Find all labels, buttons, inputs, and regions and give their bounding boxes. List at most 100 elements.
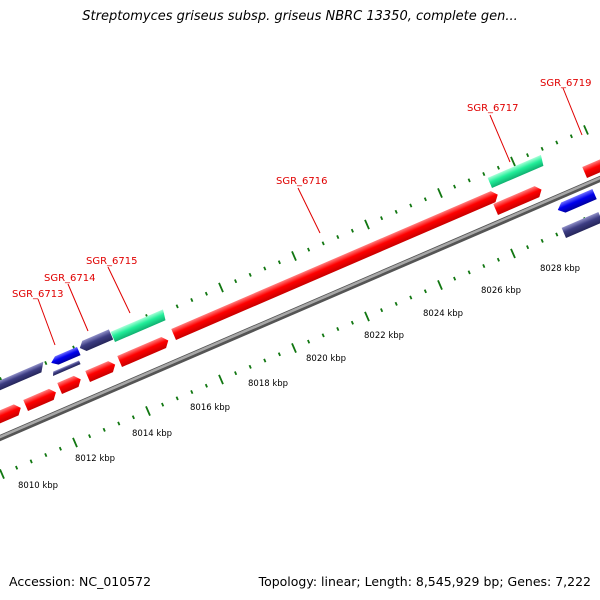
ruler-tick <box>218 282 224 293</box>
ruler-tick <box>58 446 62 451</box>
gene-labels: SGR_6713 SGR_6714 SGR_6715 SGR_6716 SGR_… <box>12 78 592 346</box>
ruler-tick <box>496 165 500 170</box>
gene-forward[interactable] <box>582 151 600 178</box>
ruler-tick <box>204 383 208 388</box>
ruler-tick <box>291 251 297 261</box>
ruler-tick <box>218 374 224 385</box>
ruler-tick <box>350 320 354 325</box>
gene-forward[interactable] <box>85 359 117 382</box>
ruler-tick <box>394 209 398 214</box>
ruler-tick <box>364 311 370 322</box>
scale-labels: 8010 kbp 8012 kbp 8014 kbp 8016 kbp 8018… <box>18 264 580 491</box>
ruler-tick <box>423 197 427 202</box>
gene-reverse-slate[interactable] <box>78 329 114 353</box>
gene-rna[interactable] <box>487 154 546 188</box>
ruler-tick <box>88 434 92 439</box>
gene-label-sgr-6713[interactable]: SGR_6713 <box>12 289 64 300</box>
ruler-tick <box>102 427 106 432</box>
gene-label-sgr-6716[interactable]: SGR_6716 <box>276 176 328 187</box>
ruler-tick <box>321 333 325 338</box>
accession-text: Accession: NC_010572 <box>9 574 152 589</box>
ruler-tick <box>583 125 589 135</box>
ruler-tick <box>453 276 457 281</box>
gene-reverse-blue[interactable] <box>49 346 81 367</box>
leader-line <box>67 283 89 332</box>
ruler-tick <box>248 364 252 369</box>
ruler-tick <box>482 172 486 177</box>
ruler-tick <box>394 301 398 306</box>
ruler-tick <box>526 245 530 250</box>
ruler-tick <box>44 361 48 366</box>
gene-label-sgr-6714[interactable]: SGR_6714 <box>44 273 96 284</box>
genome-summary-text: Topology: linear; Length: 8,545,929 bp; … <box>258 574 591 589</box>
gene-label-sgr-6719[interactable]: SGR_6719 <box>540 78 592 89</box>
gene-forward-sgr-6716 <box>171 191 498 340</box>
ruler-tick <box>482 264 486 269</box>
scale-label: 8010 kbp <box>18 481 58 491</box>
ruler-tick <box>29 459 33 464</box>
gene-rna[interactable] <box>110 309 168 342</box>
ruler-tick <box>409 203 413 208</box>
gene-reverse-slate[interactable] <box>561 212 600 238</box>
gene-label-sgr-6717[interactable]: SGR_6717 <box>467 103 519 114</box>
scale-label: 8022 kbp <box>364 331 404 341</box>
gene-reverse-slate[interactable] <box>0 361 47 400</box>
gene-forward[interactable] <box>493 184 544 215</box>
ruler-tick <box>15 465 19 470</box>
ruler-tick <box>190 298 194 303</box>
ruler-tick <box>437 280 443 290</box>
scale-label: 8028 kbp <box>540 264 580 274</box>
ruler-tick <box>569 134 573 139</box>
ruler-tick <box>291 343 297 353</box>
ruler-tick <box>161 402 165 407</box>
ruler-tick <box>263 266 267 271</box>
ruler-tick <box>364 219 370 230</box>
leader-line <box>489 114 511 163</box>
ruler-tick <box>234 279 238 284</box>
ruler-tick <box>131 415 135 420</box>
gene-reverse-blue[interactable] <box>556 189 597 215</box>
ruler-tick <box>350 228 354 233</box>
gene-reverse-slate[interactable] <box>51 360 81 376</box>
ruler-tick <box>380 216 384 221</box>
ruler-tick <box>409 295 413 300</box>
ruler-tick <box>467 178 471 183</box>
ruler-tick <box>555 140 559 145</box>
gene-label-sgr-6715[interactable]: SGR_6715 <box>86 256 138 267</box>
ruler-tick <box>496 257 500 262</box>
ruler-tick <box>263 358 267 363</box>
gene-forward[interactable] <box>117 335 170 367</box>
sequence-backbone <box>0 175 600 442</box>
ruler-tick <box>145 406 151 416</box>
ruler-tick <box>555 232 559 237</box>
ruler-tick <box>248 272 252 277</box>
map-title: Streptomyces griseus subsp. griseus NBRC… <box>82 9 518 24</box>
leader-line <box>37 298 56 346</box>
ruler-tick <box>307 339 311 344</box>
scale-label: 8020 kbp <box>306 354 346 364</box>
ruler-tick <box>175 304 179 309</box>
scale-label: 8012 kbp <box>75 454 115 464</box>
scale-label: 8026 kbp <box>481 286 521 296</box>
scale-label: 8016 kbp <box>190 403 230 413</box>
leader-line <box>107 266 131 314</box>
gene-forward[interactable] <box>23 387 58 411</box>
ruler-tick <box>190 390 194 395</box>
ruler-tick <box>336 235 340 240</box>
leader-line <box>562 87 583 136</box>
ruler-tick <box>423 289 427 294</box>
ruler-tick <box>307 247 311 252</box>
ruler-tick <box>277 260 281 265</box>
ruler-tick <box>540 238 544 243</box>
ruler-tick <box>44 453 48 458</box>
ruler-tick <box>453 184 457 189</box>
gene-forward[interactable] <box>0 402 23 432</box>
ruler-tick <box>277 352 281 357</box>
ruler-tick <box>510 156 516 167</box>
ruler-tick <box>117 421 121 426</box>
scale-label: 8024 kbp <box>423 309 463 319</box>
ruler-tick <box>437 188 443 198</box>
gene-forward[interactable] <box>57 374 83 394</box>
ruler-tick <box>510 248 516 259</box>
